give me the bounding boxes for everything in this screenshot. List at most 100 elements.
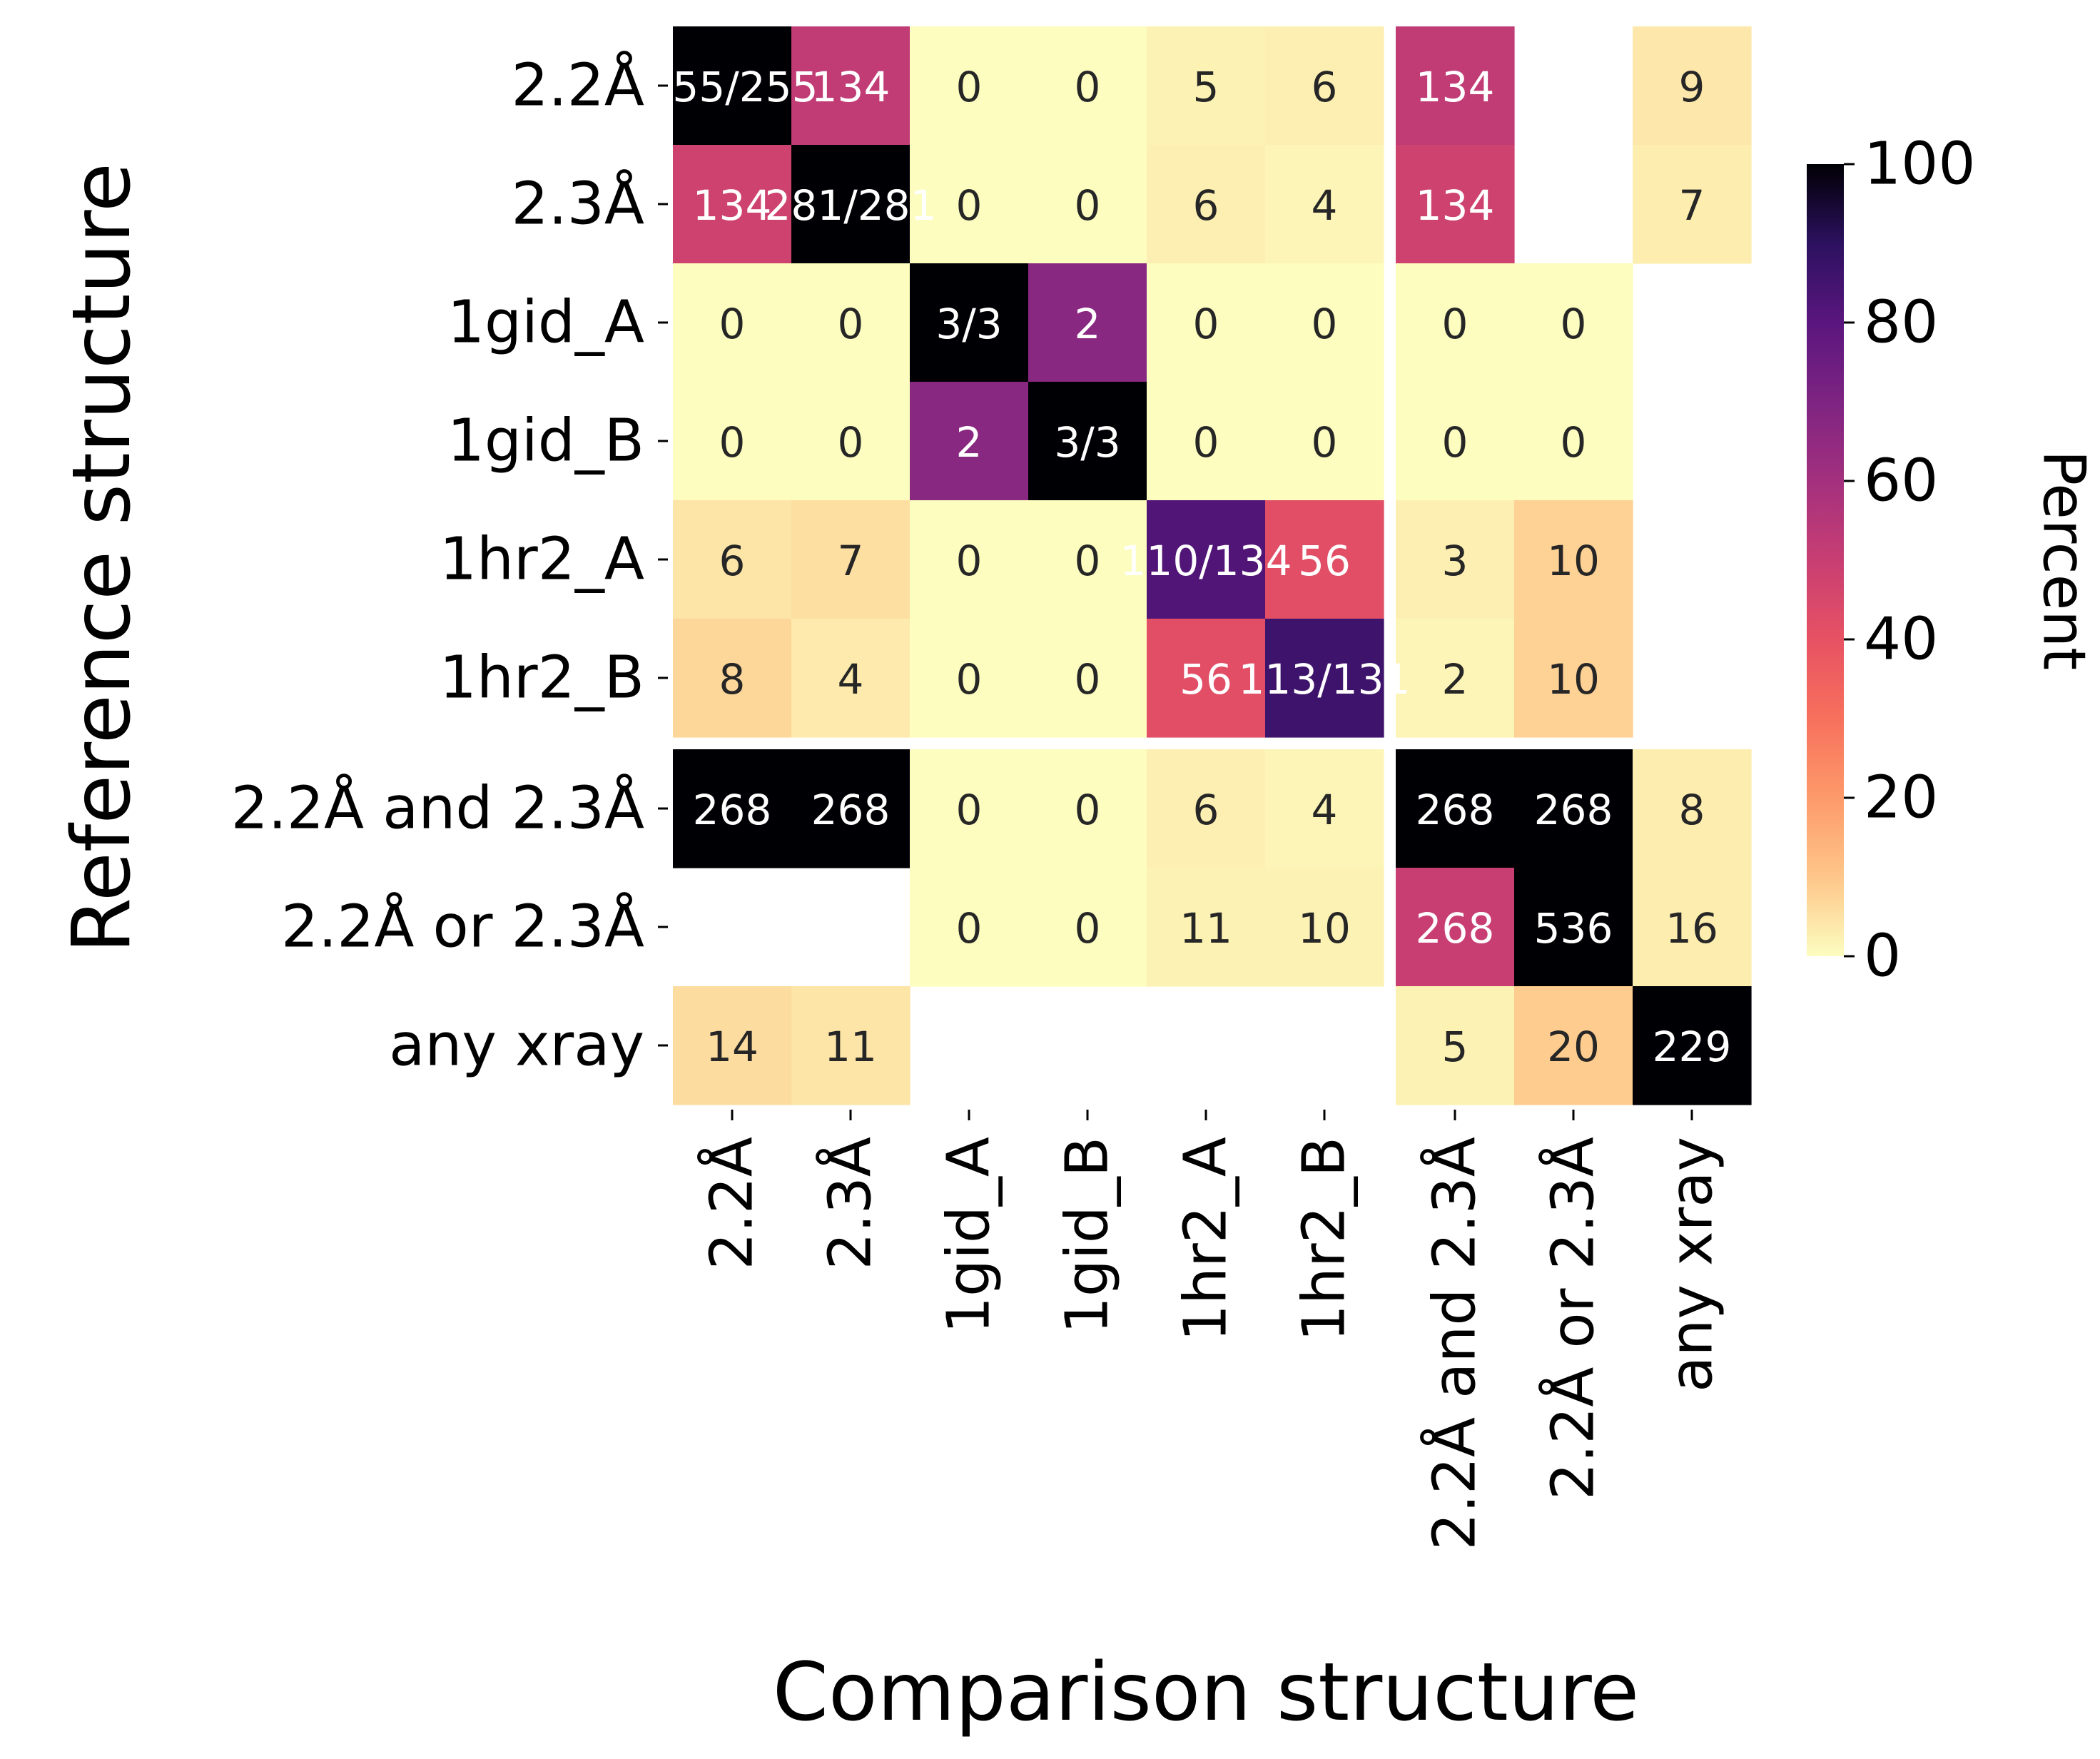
cell-annotation: 281/281 <box>765 181 937 230</box>
heatmap-cell <box>1147 382 1266 501</box>
heatmap-cell <box>1633 986 1752 1105</box>
heatmap-cell <box>791 619 910 738</box>
cell-annotation: 6 <box>1193 786 1219 834</box>
cell-annotation: 0 <box>1075 537 1101 585</box>
cell-annotation: 0 <box>956 904 983 953</box>
cell-annotation: 14 <box>706 1023 759 1071</box>
cell-annotation: 0 <box>1561 300 1587 348</box>
cell-annotation: 4 <box>1312 181 1338 230</box>
heatmap-cell <box>1514 382 1633 501</box>
cell-annotation: 0 <box>956 537 983 585</box>
heatmap-cell <box>1265 145 1384 264</box>
x-tick-label: 1gid_B <box>1054 1137 1122 1334</box>
heatmap-cell <box>791 749 910 868</box>
heatmap-cell <box>1265 500 1384 619</box>
heatmap-cell <box>1028 749 1147 868</box>
x-tick-label: 2.2Å or 2.3Å <box>1539 1137 1608 1500</box>
cell-annotation: 268 <box>811 786 891 834</box>
heatmap-cell <box>791 382 910 501</box>
x-tick-label: 1gid_A <box>935 1137 1003 1334</box>
colorbar-tick-label: 20 <box>1864 764 1938 832</box>
cell-annotation: 0 <box>1193 418 1219 467</box>
heatmap-cell <box>1396 26 1515 146</box>
cell-annotation: 0 <box>1075 63 1101 111</box>
heatmap-cell <box>673 26 792 146</box>
heatmap-cell <box>673 986 792 1105</box>
colorbar-tick-label: 0 <box>1864 923 1901 990</box>
colorbar-tick-label: 40 <box>1864 606 1938 674</box>
cell-annotation: 0 <box>956 181 983 230</box>
cell-annotation: 6 <box>1312 63 1338 111</box>
heatmap-cell <box>1396 868 1515 987</box>
cell-annotation: 3 <box>1442 537 1469 585</box>
cell-annotation: 268 <box>1416 786 1495 834</box>
cell-annotation: 4 <box>838 655 864 704</box>
heatmap-cell <box>791 986 910 1105</box>
y-tick-label: 1gid_A <box>447 289 644 357</box>
x-tick-label: 1hr2_B <box>1291 1137 1359 1342</box>
heatmap-cell <box>1633 26 1752 146</box>
heatmap-cell <box>1514 500 1633 619</box>
cell-annotation: 2 <box>1442 655 1469 704</box>
cell-annotation: 0 <box>719 418 746 467</box>
cell-annotation: 16 <box>1665 904 1718 953</box>
cell-annotation: 2 <box>1075 300 1101 348</box>
heatmap-cell <box>1147 868 1266 987</box>
cell-annotation: 0 <box>838 418 864 467</box>
cell-annotation: 134 <box>811 63 891 111</box>
cell-annotation: 0 <box>956 655 983 704</box>
y-tick-label: 2.3Å <box>511 170 644 238</box>
heatmap-cell <box>1514 619 1633 738</box>
cell-annotation: 56 <box>1180 655 1232 704</box>
heatmap-cell <box>1147 145 1266 264</box>
heatmap-cell <box>1147 749 1266 868</box>
cell-annotation: 0 <box>719 300 746 348</box>
heatmap-cell <box>1514 986 1633 1105</box>
x-tick-label: 2.3Å <box>816 1137 885 1270</box>
cell-annotation: 8 <box>719 655 746 704</box>
x-tick-label: 1hr2_A <box>1172 1137 1240 1342</box>
heatmap-cell <box>1147 26 1266 146</box>
cell-annotation: 9 <box>1679 63 1705 111</box>
cell-annotation: 0 <box>1312 418 1338 467</box>
heatmap-cell <box>673 500 792 619</box>
heatmap-cell <box>1514 749 1633 868</box>
heatmap-cell <box>673 263 792 382</box>
cell-annotation: 8 <box>1679 786 1705 834</box>
heatmap-cell <box>910 382 1029 501</box>
y-tick-label: 1hr2_A <box>440 526 644 594</box>
y-tick-label: 2.2Å and 2.3Å <box>231 774 644 843</box>
cell-annotation: 0 <box>1075 181 1101 230</box>
cell-annotation: 268 <box>1534 786 1613 834</box>
heatmap-cell <box>673 619 792 738</box>
cell-annotation: 536 <box>1534 904 1613 953</box>
heatmap-cell <box>673 749 792 868</box>
y-tick-label: 2.2Å <box>511 51 644 120</box>
heatmap-cell <box>673 382 792 501</box>
cell-annotation: 134 <box>693 181 772 230</box>
heatmap-cell <box>1028 500 1147 619</box>
heatmap-cell <box>1147 619 1266 738</box>
cell-annotation: 0 <box>1442 300 1469 348</box>
cell-annotation: 0 <box>1075 655 1101 704</box>
y-tick-label: 1hr2_B <box>440 644 644 712</box>
cell-annotation: 134 <box>1416 181 1495 230</box>
cell-annotation: 0 <box>1312 300 1338 348</box>
cell-annotation: 113/131 <box>1239 655 1411 704</box>
heatmap-cell <box>910 749 1029 868</box>
heatmap-cell <box>791 26 910 146</box>
cell-annotation: 0 <box>1442 418 1469 467</box>
colorbar-label: Percent <box>2030 450 2098 671</box>
x-tick-label: any xray <box>1658 1137 1726 1392</box>
cell-annotation: 20 <box>1547 1023 1600 1071</box>
cell-annotation: 0 <box>1075 786 1101 834</box>
cell-annotation: 11 <box>824 1023 877 1071</box>
cell-annotation: 0 <box>838 300 864 348</box>
heatmap-cell <box>791 145 910 264</box>
heatmap-cell <box>1514 868 1633 987</box>
cell-annotation: 0 <box>956 786 983 834</box>
cell-annotation: 0 <box>1075 904 1101 953</box>
heatmap-cell <box>1633 145 1752 264</box>
heatmap-cell <box>1028 868 1147 987</box>
